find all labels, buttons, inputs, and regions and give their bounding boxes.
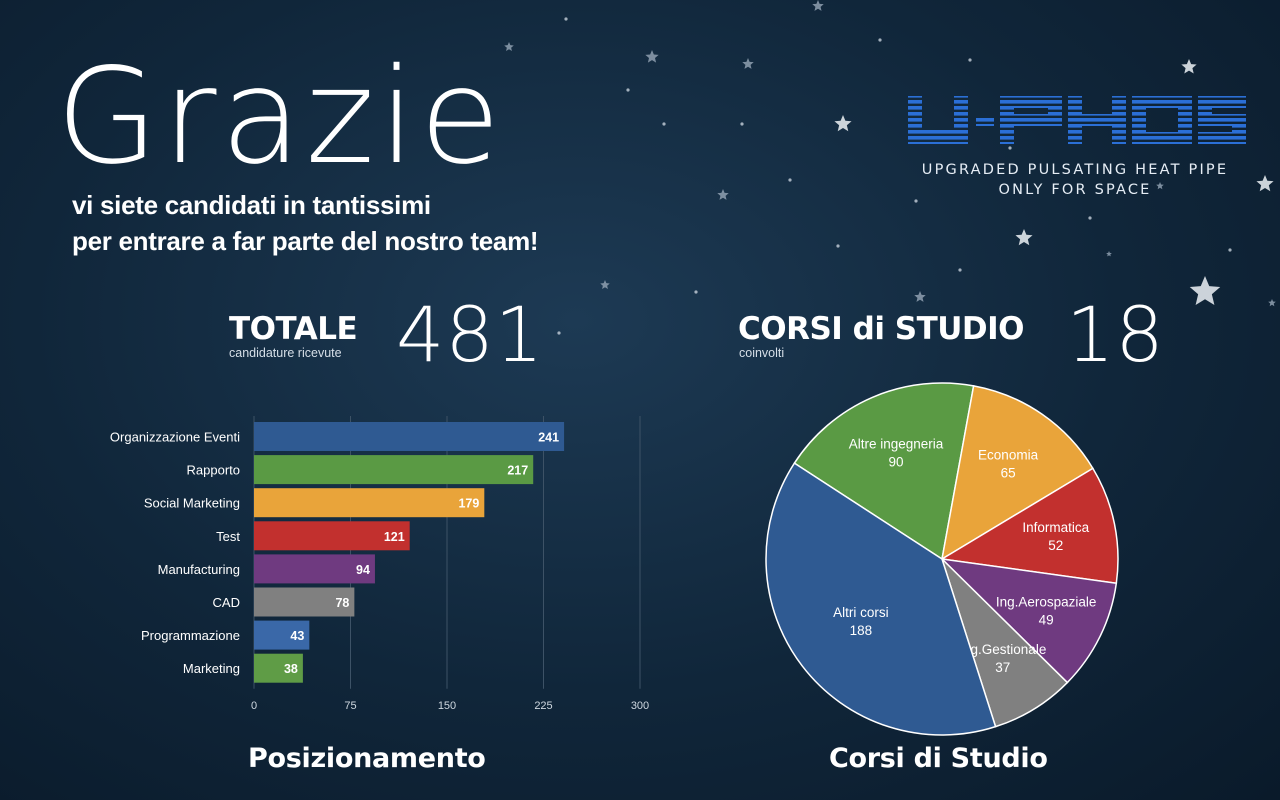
star-dot (1008, 146, 1012, 150)
bar-value-label: 121 (384, 530, 405, 544)
logo-tagline-line-1: UPGRADED PULSATING HEAT PIPE (921, 162, 1229, 178)
slice-value: 65 (1001, 465, 1016, 480)
logo-tagline-line-2: ONLY FOR SPACE (998, 182, 1152, 198)
bar-value-label: 78 (335, 596, 349, 610)
bar-value-label: 241 (538, 431, 559, 445)
star-dot (564, 17, 568, 21)
star-icon (1268, 299, 1276, 307)
bar (254, 488, 485, 518)
category-label: CAD (213, 595, 240, 610)
slice-value: 37 (995, 660, 1010, 675)
bar (254, 455, 534, 485)
x-tick-label: 300 (631, 700, 649, 712)
star-icon (1181, 59, 1197, 74)
x-tick-label: 0 (251, 700, 257, 712)
star-icon (717, 189, 729, 200)
slice-label: Altri corsi (833, 605, 889, 620)
star-dot (878, 38, 882, 42)
bar-value-label: 43 (290, 629, 304, 643)
total-sublabel: candidature ricevute (229, 346, 342, 360)
logo-tagline: UPGRADED PULSATING HEAT PIPE ONLY FOR SP… (900, 160, 1250, 200)
uphos-wordmark (908, 96, 1246, 144)
courses-label: CORSI di STUDIO (738, 311, 1025, 347)
x-tick-label: 150 (438, 700, 456, 712)
star-dot (914, 199, 918, 203)
star-icon (600, 280, 610, 290)
bar-value-label: 217 (507, 464, 528, 478)
slice-label: Ing.Gestionale (959, 642, 1046, 657)
category-label: Social Marketing (144, 496, 240, 511)
slice-value: 52 (1048, 538, 1063, 553)
total-value: 481 (396, 290, 545, 379)
star-icon (645, 50, 659, 63)
total-label: TOTALE (229, 311, 358, 347)
bar-value-label: 38 (284, 662, 298, 676)
subtitle-line-1: vi siete candidati in tantissimi (72, 190, 431, 220)
star-dot (836, 244, 840, 248)
slice-label: Altre ingegneria (849, 436, 944, 451)
slice-value: 188 (850, 623, 873, 638)
star-icon (1106, 251, 1112, 257)
pie-slice (765, 462, 997, 736)
subtitle-line-2: per entrare a far parte del nostro team! (72, 226, 539, 256)
slice-value: 49 (1039, 612, 1054, 627)
bar-value-label: 179 (458, 497, 479, 511)
courses-pie-chart: Altre ingegneria 90 Economia 65 Informatica 5… (765, 382, 1119, 736)
slice-label: Informatica (1022, 520, 1089, 535)
star-icon (504, 42, 514, 52)
category-label: Test (216, 529, 240, 544)
star-icon (834, 115, 852, 132)
slice-label: Ing.Aerospaziale (996, 594, 1097, 609)
x-tick-label: 75 (344, 700, 356, 712)
star-dot (626, 88, 630, 92)
courses-value: 18 (1066, 290, 1165, 379)
star-icon (1256, 175, 1274, 192)
star-icon (742, 58, 754, 69)
bar-value-label: 94 (356, 563, 370, 577)
slice-value: 90 (888, 454, 903, 469)
category-label: Organizzazione Eventi (110, 430, 240, 445)
star-dot (958, 268, 962, 272)
uphos-logo: UPGRADED PULSATING HEAT PIPE ONLY FOR SP… (900, 88, 1250, 198)
star-dot (968, 58, 972, 62)
star-icon (914, 291, 926, 302)
bar (254, 587, 355, 617)
star-icon (1156, 182, 1164, 190)
pie-slice (793, 382, 975, 561)
star-icon (1189, 276, 1221, 305)
pie-slice (939, 557, 1118, 684)
bar (254, 521, 410, 551)
star-dot (740, 122, 744, 126)
star-dot (557, 331, 561, 335)
category-label: Marketing (183, 661, 240, 676)
pie-slice (940, 384, 1094, 561)
bar (254, 422, 565, 451)
bar (254, 620, 310, 650)
courses-sublabel: coinvolti (739, 346, 785, 360)
bar (254, 554, 375, 584)
star-dot (1228, 248, 1232, 252)
star-dot (662, 122, 666, 126)
star-dot (694, 290, 698, 294)
slice-label: Economia (978, 447, 1039, 462)
star-dot (1088, 216, 1092, 220)
positions-bar-chart: 0 75 150 225 300 Organizzazione Eventi 241 Rapp… (110, 416, 649, 712)
star-dot (788, 178, 792, 182)
star-icon (1015, 229, 1033, 246)
category-label: Programmazione (141, 628, 240, 643)
pie-chart-title: Corsi di Studio (829, 743, 1048, 774)
category-label: Rapporto (187, 463, 240, 478)
page-title: Grazie (56, 40, 505, 194)
uphos-letters (908, 96, 1246, 144)
bar-chart-title: Posizionamento (248, 743, 486, 774)
pie-slice (939, 467, 1119, 585)
x-tick-label: 225 (534, 700, 552, 712)
bar (254, 653, 303, 683)
category-label: Manufacturing (158, 562, 240, 577)
star-icon (812, 0, 824, 11)
